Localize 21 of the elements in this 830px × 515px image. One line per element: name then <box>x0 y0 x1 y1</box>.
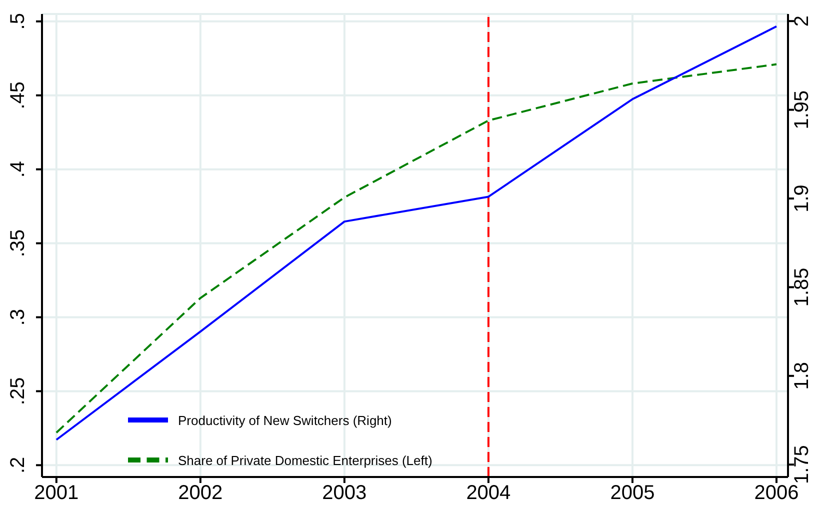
y-tick-label: .3 <box>7 308 29 326</box>
x-tick-label: 2001 <box>34 482 79 504</box>
y2-tick-label: 1.75 <box>791 445 813 484</box>
x-tick-label: 2005 <box>610 482 655 504</box>
y2-tick-label: 2 <box>791 16 813 27</box>
y-tick-label: .25 <box>7 377 29 406</box>
x-tick-label: 2003 <box>322 482 367 504</box>
y-tick-label: .45 <box>7 81 29 110</box>
legend-label: Share of Private Domestic Enterprises (Left) <box>178 452 432 468</box>
x-tick-label: 2004 <box>466 482 511 504</box>
legend-label: Productivity of New Switchers (Right) <box>178 412 392 428</box>
x-tick-label: 2002 <box>178 482 223 504</box>
y-tick-label: .4 <box>7 160 29 178</box>
y-tick-label: .35 <box>7 229 29 258</box>
y-tick-label: .5 <box>7 13 29 30</box>
y2-tick-label: 1.85 <box>791 268 813 307</box>
y-tick-label: .2 <box>7 456 29 474</box>
y2-tick-label: 1.8 <box>791 362 813 390</box>
y2-tick-label: 1.95 <box>791 90 813 130</box>
x-tick-label: 2006 <box>754 482 799 504</box>
y2-tick-label: 1.9 <box>791 184 813 212</box>
